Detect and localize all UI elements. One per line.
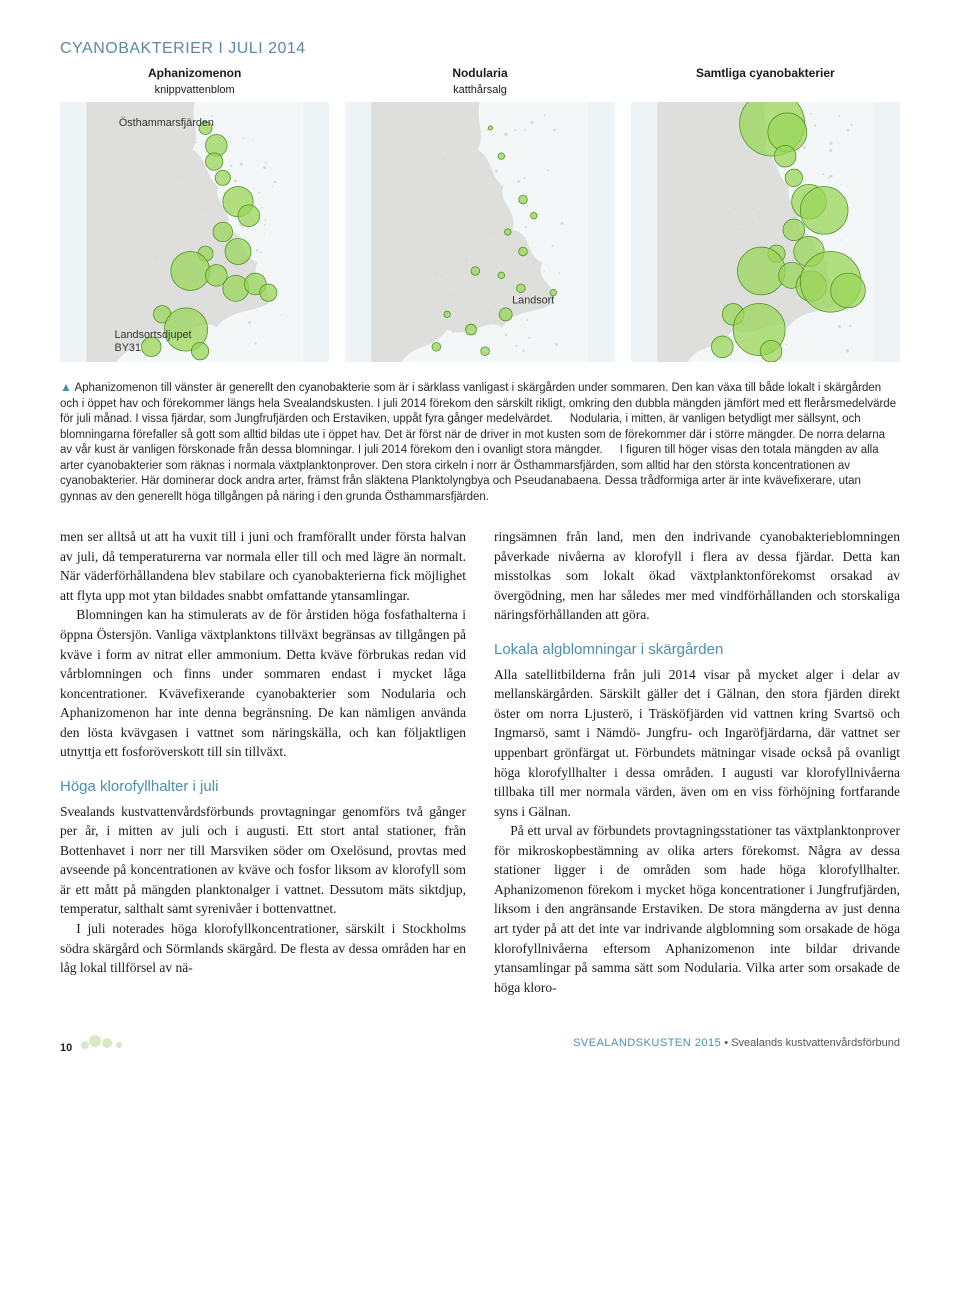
footer-org: Svealands kustvattenvårdsförbund bbox=[731, 1037, 900, 1049]
bubble-marker bbox=[519, 247, 528, 256]
bubble-marker bbox=[783, 219, 805, 241]
bubble-marker bbox=[444, 311, 451, 318]
footer-left: 10 bbox=[60, 1031, 135, 1054]
footer-bullet: • bbox=[724, 1037, 728, 1049]
left-column: men ser alltså ut att ha vuxit till i ju… bbox=[60, 527, 466, 997]
footer-right: SVEALANDSKUSTEN 2015 • Svealands kustvat… bbox=[573, 1037, 900, 1049]
bubble-marker bbox=[215, 170, 230, 185]
bubble-marker bbox=[205, 153, 222, 170]
footer-title: SVEALANDSKUSTEN 2015 bbox=[573, 1037, 721, 1049]
bubble-marker bbox=[498, 272, 505, 279]
map-svg: Landsort bbox=[345, 102, 614, 362]
map-label: Samtliga cyanobakterier bbox=[631, 66, 900, 80]
subheading: Höga klorofyllhalter i juli bbox=[60, 776, 466, 798]
caption-marker-icon: ▲ bbox=[60, 380, 72, 394]
map-svg bbox=[631, 102, 900, 362]
bubble-marker bbox=[238, 205, 260, 227]
footer-deco-icon bbox=[75, 1031, 135, 1051]
maps-row: Aphanizomenon knippvattenblom Östhammarsfj… bbox=[60, 66, 900, 367]
map-label: Nodularia bbox=[345, 66, 614, 80]
figure-caption: ▲ Aphanizomenon till vänster är generell… bbox=[60, 379, 900, 505]
body-paragraph: Alla satellitbilderna från juli 2014 vis… bbox=[494, 665, 900, 822]
map-svg: Östhammarsfjärden LandsortsdjupetBY31 bbox=[60, 102, 329, 362]
body-columns: men ser alltså ut att ha vuxit till i ju… bbox=[60, 527, 900, 997]
bubble-marker bbox=[830, 273, 865, 308]
map-annotation: BY31 bbox=[114, 342, 141, 354]
bubble-marker bbox=[531, 213, 538, 220]
bubble-marker bbox=[432, 343, 441, 352]
bubble-marker bbox=[774, 145, 796, 167]
bubble-marker bbox=[191, 343, 208, 360]
bubble-marker bbox=[223, 275, 249, 301]
bubble-marker bbox=[225, 239, 251, 265]
page-number: 10 bbox=[60, 1042, 72, 1054]
map-annotation: Landsort bbox=[512, 295, 554, 307]
map-panel: Aphanizomenon knippvattenblom Östhammarsfj… bbox=[60, 66, 329, 367]
right-column: ringsämnen från land, men den indrivande… bbox=[494, 527, 900, 997]
bubble-marker bbox=[505, 229, 512, 236]
subheading: Lokala algblomningar i skärgården bbox=[494, 639, 900, 661]
body-paragraph: Blomningen kan ha stimulerats av de för … bbox=[60, 605, 466, 762]
bubble-marker bbox=[800, 187, 848, 235]
bubble-marker bbox=[213, 222, 233, 242]
map-panel: Nodularia katthårsalg Landsort bbox=[345, 66, 614, 367]
map-annotation: Landsortsdjupet bbox=[114, 329, 191, 341]
map-annotation: Östhammarsfjärden bbox=[119, 117, 214, 129]
map-panel: Samtliga cyanobakterier bbox=[631, 66, 900, 367]
bubble-marker bbox=[519, 195, 528, 204]
bubble-marker bbox=[499, 308, 512, 321]
bubble-marker bbox=[481, 347, 490, 356]
map-sublabel bbox=[631, 84, 900, 96]
map-sublabel: knippvattenblom bbox=[60, 84, 329, 96]
bubble-marker bbox=[466, 324, 477, 335]
bubble-marker bbox=[785, 169, 802, 186]
body-paragraph: men ser alltså ut att ha vuxit till i ju… bbox=[60, 527, 466, 605]
bubble-marker bbox=[760, 340, 782, 362]
body-paragraph: På ett urval av förbundets provtagningss… bbox=[494, 821, 900, 997]
body-paragraph: ringsämnen från land, men den indrivande… bbox=[494, 527, 900, 625]
bubble-marker bbox=[171, 252, 210, 291]
bubble-marker bbox=[260, 284, 277, 301]
page-footer: 10 SVEALANDSKUSTEN 2015 • Svealands kust… bbox=[60, 1031, 900, 1054]
bubble-marker bbox=[711, 336, 733, 358]
body-paragraph: Svealands kustvattenvårdsförbunds provta… bbox=[60, 802, 466, 919]
bubble-marker bbox=[737, 247, 785, 295]
bubble-marker bbox=[498, 153, 505, 160]
body-paragraph: I juli noterades höga klorofyllkoncentra… bbox=[60, 919, 466, 978]
map-sublabel: katthårsalg bbox=[345, 84, 614, 96]
bubble-marker bbox=[517, 284, 526, 293]
bubble-marker bbox=[489, 126, 493, 130]
map-label: Aphanizomenon bbox=[60, 66, 329, 80]
page-title: CYANOBAKTERIER I JULI 2014 bbox=[60, 40, 900, 58]
bubble-marker bbox=[471, 267, 480, 276]
